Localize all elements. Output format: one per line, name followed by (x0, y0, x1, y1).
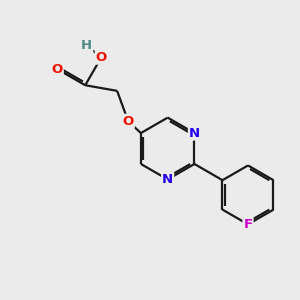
Text: N: N (189, 127, 200, 140)
Text: O: O (96, 51, 107, 64)
Text: F: F (243, 218, 253, 231)
Text: N: N (162, 173, 173, 186)
Text: H: H (81, 40, 92, 52)
Text: O: O (52, 62, 63, 76)
Text: O: O (123, 115, 134, 128)
